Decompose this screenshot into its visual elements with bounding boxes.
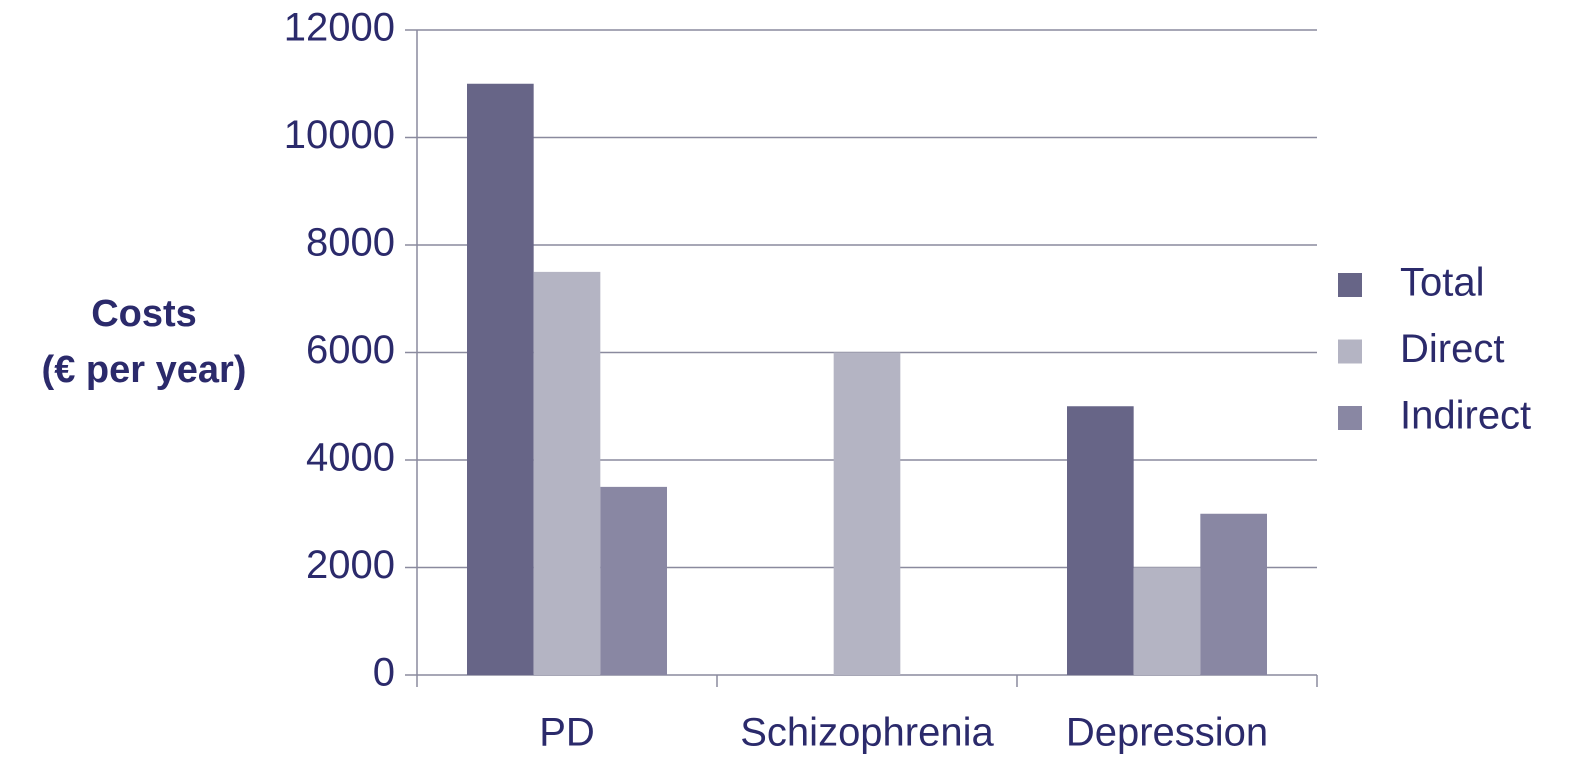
y-tick-label: 4000: [306, 436, 395, 480]
y-axis-label: (€ per year): [42, 349, 247, 391]
y-tick-label: 12000: [284, 6, 395, 50]
bar: [1200, 513, 1267, 675]
bar: [533, 271, 601, 675]
legend-label: Direct: [1400, 327, 1504, 371]
x-tick-label: Schizophrenia: [740, 711, 994, 755]
bar: [467, 83, 534, 675]
legend-swatch: [1338, 273, 1362, 297]
x-tick-label: PD: [539, 711, 595, 755]
legend-swatch: [1338, 339, 1362, 364]
y-axis-label: Costs: [91, 293, 197, 335]
legend-label: Indirect: [1400, 394, 1531, 438]
x-tick-label: Depression: [1066, 711, 1268, 755]
y-tick-label: 10000: [284, 113, 395, 157]
legend-swatch: [1338, 406, 1362, 430]
y-tick-label: 6000: [306, 328, 395, 372]
y-tick-label: 2000: [306, 543, 395, 587]
bar: [833, 352, 901, 675]
y-tick-label: 0: [373, 651, 395, 695]
bar: [600, 486, 667, 675]
bar: [1067, 406, 1134, 675]
y-tick-label: 8000: [306, 221, 395, 265]
legend-label: Total: [1400, 261, 1485, 305]
bar: [1133, 567, 1201, 675]
